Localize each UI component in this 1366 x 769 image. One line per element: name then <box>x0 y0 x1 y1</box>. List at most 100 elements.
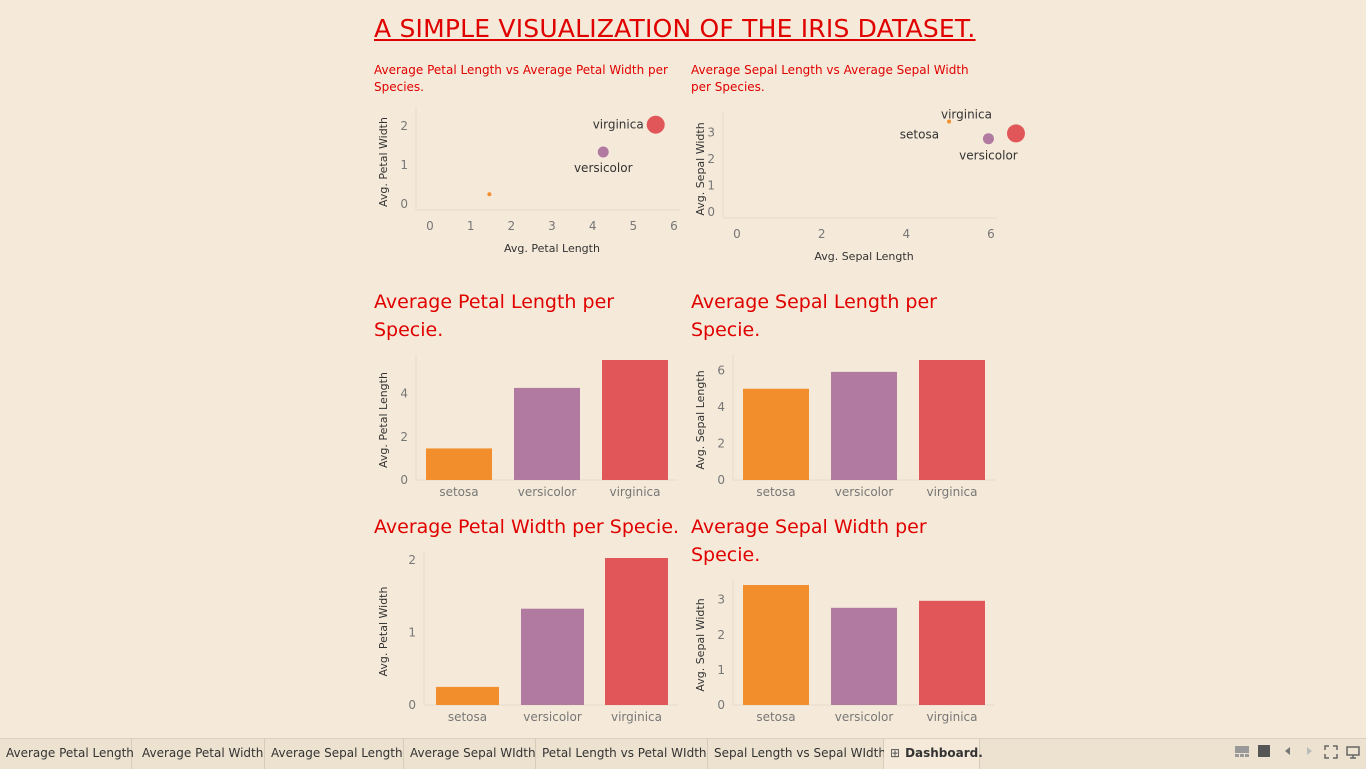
petal-width-bar-chart[interactable]: 0 1 2 Avg. Petal Width setosa versicolor virgi… <box>374 548 684 730</box>
next-sheet-icon[interactable] <box>1301 745 1317 762</box>
y-tick-label: 1 <box>707 179 715 193</box>
category-label-setosa: setosa <box>756 485 795 499</box>
tab-average-petal-width[interactable]: Average Petal Width <box>136 739 265 769</box>
y-tick-label: 0 <box>717 698 725 712</box>
category-label-versicolor: versicolor <box>835 710 894 724</box>
y-tick-label: 2 <box>717 437 725 451</box>
category-label-versicolor: versicolor <box>835 485 894 499</box>
tab-label: Average Sepal Length <box>271 746 403 760</box>
show-filmstrip-icon[interactable] <box>1234 745 1250 762</box>
point-label-versicolor: versicolor <box>574 161 633 175</box>
bar-versicolor <box>831 371 897 480</box>
x-tick-label: 0 <box>733 227 741 241</box>
bar-setosa <box>426 448 492 480</box>
petal-scatter-title: Average Petal Length vs Average Petal Wi… <box>374 63 668 94</box>
y-tick-label: 4 <box>400 387 408 401</box>
y-tick-label: 2 <box>717 628 725 642</box>
tab-average-sepal-length[interactable]: Average Sepal Length <box>265 739 404 769</box>
y-tick-label: 1 <box>400 158 408 172</box>
tab-petal-length-vs-petal-width[interactable]: Petal Length vs Petal WIdth <box>536 739 708 769</box>
x-tick-label: 6 <box>670 219 678 233</box>
sepal-width-bar-title: Average Sepal Width per Specie. <box>691 516 927 566</box>
category-label-virginica: virginica <box>610 485 661 499</box>
dashboard-grid-icon: ⊞ <box>890 746 901 760</box>
scatter-point-virginica <box>1006 124 1025 143</box>
category-label-versicolor: versicolor <box>518 485 577 499</box>
x-tick-label: 6 <box>987 227 995 241</box>
dashboard-title: A SIMPLE VISUALIZATION OF THE IRIS DATAS… <box>374 14 976 43</box>
y-axis-label: Avg. Petal Width <box>377 117 390 207</box>
scatter-point-versicolor <box>982 133 994 145</box>
bar-virginica <box>602 360 668 480</box>
y-axis-label: Avg. Petal Width <box>377 587 390 677</box>
y-tick-label: 2 <box>707 152 715 166</box>
x-tick-label: 4 <box>589 219 597 233</box>
y-tick-label: 0 <box>400 197 408 211</box>
petal-width-bar-title: Average Petal Width per Specie. <box>374 516 680 538</box>
y-tick-label: 1 <box>717 663 725 677</box>
tab-dashboard[interactable]: ⊞ Dashboard. <box>884 739 983 769</box>
category-label-setosa: setosa <box>756 710 795 724</box>
y-axis-label: Avg. Sepal Width <box>694 122 707 215</box>
presentation-mode-icon[interactable] <box>1323 745 1339 764</box>
y-axis-label: Avg. Sepal Width <box>694 598 707 691</box>
y-tick-label: 0 <box>400 473 408 487</box>
x-tick-label: 2 <box>508 219 516 233</box>
scatter-point-versicolor <box>597 146 609 158</box>
category-label-virginica: virginica <box>611 710 662 724</box>
y-axis-label: Avg. Sepal Length <box>694 370 707 469</box>
bar-virginica <box>919 600 985 705</box>
y-tick-label: 0 <box>707 205 715 219</box>
show-sheets-icon[interactable] <box>1256 745 1272 762</box>
bar-setosa <box>743 585 809 705</box>
category-label-setosa: setosa <box>448 710 487 724</box>
bar-setosa <box>436 686 499 705</box>
tab-label: Sepal Length vs Sepal WIdth <box>714 746 886 760</box>
tab-label: Petal Length vs Petal WIdth <box>542 746 707 760</box>
bar-virginica <box>919 360 985 480</box>
sepal-length-bar-title: Average Sepal Length per Specie. <box>691 291 937 341</box>
category-label-virginica: virginica <box>927 710 978 724</box>
x-tick-label: 0 <box>426 219 434 233</box>
y-tick-label: 2 <box>400 119 408 133</box>
y-tick-label: 2 <box>400 430 408 444</box>
previous-sheet-icon[interactable] <box>1280 745 1296 762</box>
y-tick-label: 2 <box>408 553 416 567</box>
bar-versicolor <box>831 607 897 705</box>
point-label-virginica: virginica <box>941 107 992 121</box>
tab-average-sepal-width[interactable]: Average Sepal WIdth <box>404 739 536 769</box>
scatter-point-setosa <box>947 119 952 124</box>
tab-sepal-length-vs-sepal-width[interactable]: Sepal Length vs Sepal WIdth <box>708 739 886 769</box>
category-label-setosa: setosa <box>439 485 478 499</box>
bar-virginica <box>605 558 668 705</box>
scatter-point-setosa <box>487 192 492 197</box>
y-tick-label: 1 <box>408 626 416 640</box>
petal-length-bar-chart[interactable]: 0 2 4 Avg. Petal Length setosa versicolor virg… <box>374 350 684 505</box>
sepal-scatter-title: Average Sepal Length vs Average Sepal Wi… <box>691 63 969 94</box>
sheet-tab-bar: Average Petal Length Average Petal Width… <box>0 738 1366 769</box>
x-axis-label: Avg. Petal Length <box>504 242 600 255</box>
tab-label: Average Petal Length <box>6 746 134 760</box>
y-tick-label: 6 <box>717 364 725 378</box>
petal-length-bar-title: Average Petal Length per Specie. <box>374 291 615 341</box>
x-tick-label: 4 <box>903 227 911 241</box>
category-label-virginica: virginica <box>927 485 978 499</box>
x-tick-label: 3 <box>548 219 556 233</box>
tab-average-petal-length[interactable]: Average Petal Length <box>0 739 134 769</box>
sepal-length-bar-chart[interactable]: 0 2 4 6 Avg. Sepal Length setosa versicolor vir… <box>691 350 1001 505</box>
point-label-virginica: virginica <box>593 118 644 132</box>
point-label-setosa: setosa <box>900 128 939 142</box>
point-label-versicolor: versicolor <box>959 149 1018 163</box>
bar-versicolor <box>521 608 584 705</box>
scatter-point-virginica <box>646 115 665 134</box>
bar-versicolor <box>514 387 580 480</box>
sepal-width-bar-chart[interactable]: 0 1 2 3 Avg. Sepal Width setosa versicolor virg… <box>691 575 1001 730</box>
x-tick-label: 2 <box>818 227 826 241</box>
y-tick-label: 4 <box>717 400 725 414</box>
fullscreen-icon[interactable] <box>1345 745 1361 764</box>
x-axis-label: Avg. Sepal Length <box>814 250 913 263</box>
petal-scatter-chart[interactable]: 0 1 2 3 4 5 6 0 1 2 Avg. Petal Length Avg. Petal Wi… <box>374 100 684 270</box>
sepal-scatter-chart[interactable]: 0 2 4 6 0 1 2 3 Avg. Sepal Length Avg. Sepal Widt… <box>691 100 1025 275</box>
y-tick-label: 0 <box>717 473 725 487</box>
tab-label: Average Petal Width <box>142 746 264 760</box>
